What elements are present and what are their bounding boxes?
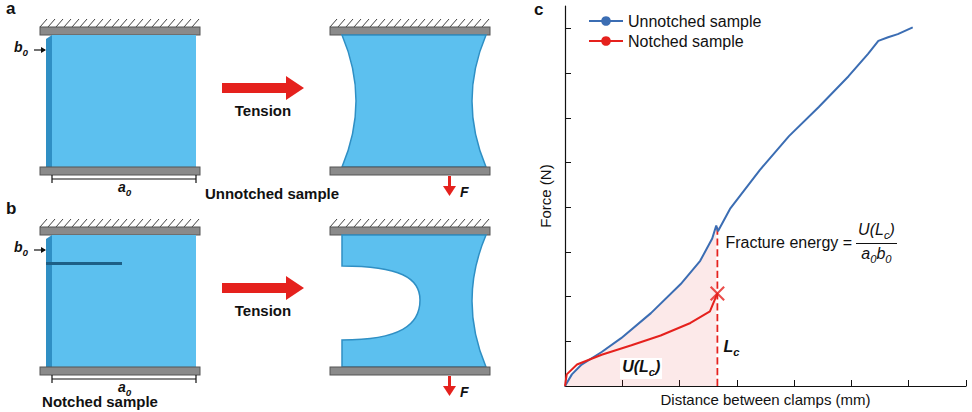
svg-text:Distance between clamps (mm): Distance between clamps (mm) <box>660 391 870 408</box>
svg-text:b0: b0 <box>14 39 29 58</box>
svg-text:Unnotched sample: Unnotched sample <box>628 13 762 30</box>
svg-text:b: b <box>6 199 16 218</box>
html-text:Lc: Lc <box>723 338 740 359</box>
html-text:Fracture energy =: Fracture energy = <box>725 234 853 252</box>
svg-text:Unnotched sample: Unnotched sample <box>205 185 339 202</box>
svg-text:a: a <box>6 0 16 18</box>
html-text:U(Lc): U(Lc) <box>858 220 895 241</box>
svg-text:F: F <box>460 184 469 200</box>
svg-text:F: F <box>460 384 469 400</box>
svg-text:Force (N): Force (N) <box>537 164 554 227</box>
svg-text:Tension: Tension <box>235 302 291 319</box>
html-text:a0b0: a0b0 <box>861 244 892 266</box>
svg-text:b0: b0 <box>14 239 29 258</box>
svg-text:a0: a0 <box>118 379 132 398</box>
svg-text:a0: a0 <box>118 179 132 198</box>
html-text:U(Lc): U(Lc) <box>622 358 661 379</box>
html-text:c: c <box>534 0 544 19</box>
svg-text:Tension: Tension <box>235 102 291 119</box>
svg-text:Notched sample: Notched sample <box>628 33 744 50</box>
svg-text:Notched sample: Notched sample <box>42 393 158 410</box>
